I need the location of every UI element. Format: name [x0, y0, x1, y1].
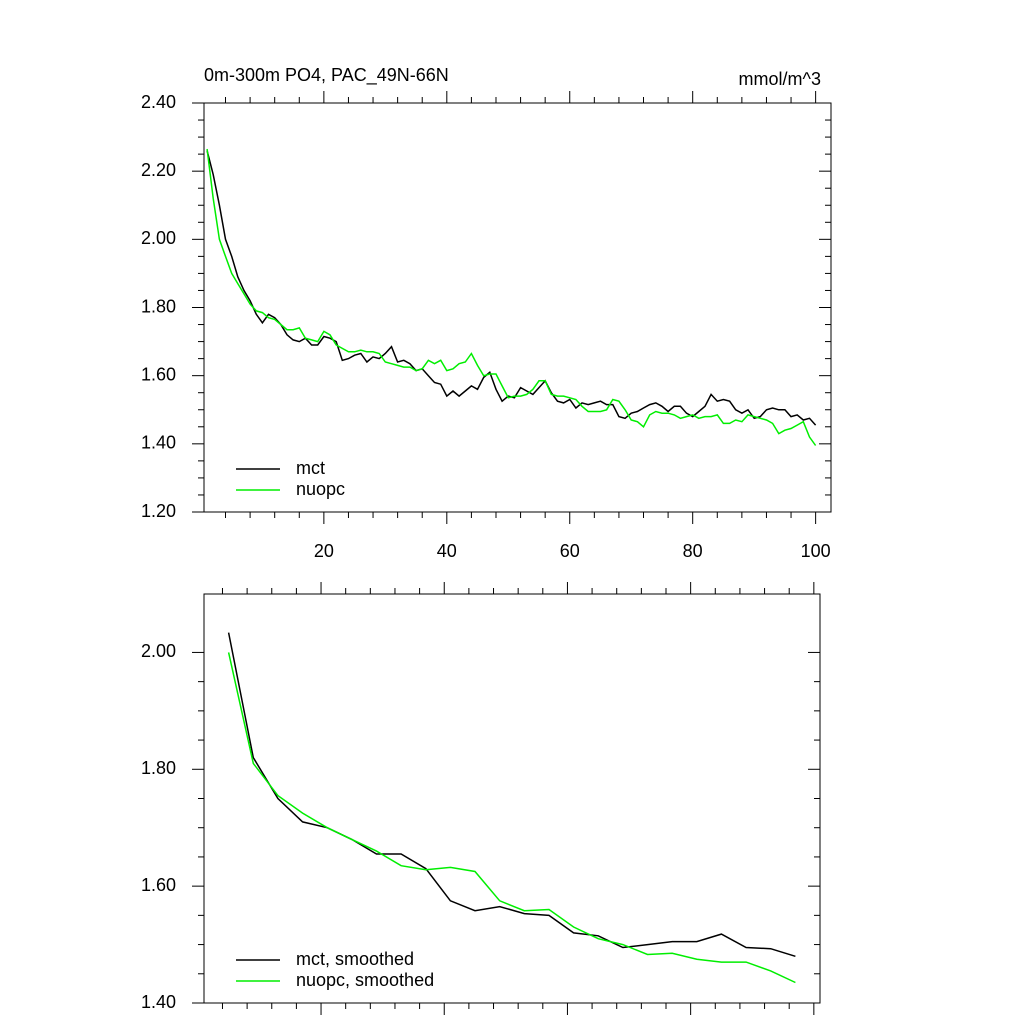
legend-label: nuopc, smoothed	[296, 970, 434, 990]
x-tick-label: 40	[437, 541, 457, 561]
x-tick-label: 100	[801, 541, 831, 561]
x-tick-label: 20	[314, 541, 334, 561]
y-tick-label: 1.80	[141, 758, 176, 778]
y-tick-label: 1.40	[141, 992, 176, 1012]
chart-title: 0m-300m PO4, PAC_49N-66N	[204, 65, 449, 86]
x-tick-label: 80	[683, 541, 703, 561]
series-line	[227, 652, 796, 984]
units-label: mmol/m^3	[739, 69, 821, 89]
plot-frame	[203, 102, 832, 513]
y-tick-label: 1.60	[141, 364, 176, 384]
y-tick-label: 2.00	[141, 228, 176, 248]
y-tick-label: 2.20	[141, 160, 176, 180]
series-line	[206, 148, 817, 446]
y-tick-label: 1.20	[141, 501, 176, 521]
y-tick-label: 1.40	[141, 433, 176, 453]
series-line	[206, 150, 817, 426]
legend-label: nuopc	[296, 479, 345, 499]
legend-label: mct, smoothed	[296, 949, 414, 969]
plot-frame	[203, 593, 821, 1004]
series-line	[227, 632, 796, 958]
y-tick-label: 1.80	[141, 296, 176, 316]
y-tick-label: 2.40	[141, 92, 176, 112]
legend-label: mct	[296, 458, 325, 478]
x-tick-label: 60	[560, 541, 580, 561]
y-tick-label: 2.00	[141, 641, 176, 661]
y-tick-label: 1.60	[141, 875, 176, 895]
